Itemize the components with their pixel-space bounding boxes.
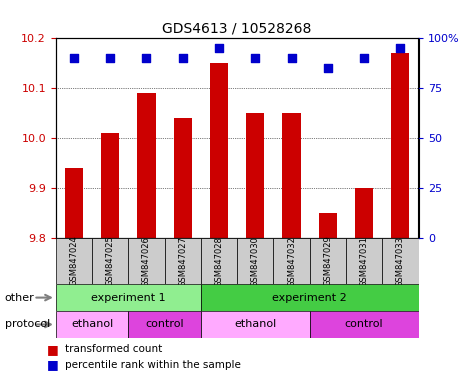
Text: experiment 1: experiment 1 bbox=[91, 293, 166, 303]
FancyBboxPatch shape bbox=[56, 238, 92, 284]
Point bbox=[179, 55, 186, 61]
Text: ethanol: ethanol bbox=[234, 319, 276, 329]
Text: GSM847028: GSM847028 bbox=[214, 236, 224, 286]
Text: experiment 2: experiment 2 bbox=[272, 293, 347, 303]
Bar bbox=[319, 213, 337, 238]
Text: GSM847031: GSM847031 bbox=[359, 236, 369, 286]
Text: protocol: protocol bbox=[5, 319, 50, 329]
FancyBboxPatch shape bbox=[128, 238, 165, 284]
Point bbox=[360, 55, 368, 61]
FancyBboxPatch shape bbox=[237, 238, 273, 284]
FancyBboxPatch shape bbox=[310, 311, 418, 338]
Text: GSM847033: GSM847033 bbox=[396, 236, 405, 286]
Title: GDS4613 / 10528268: GDS4613 / 10528268 bbox=[162, 22, 312, 36]
Point bbox=[324, 65, 332, 71]
FancyBboxPatch shape bbox=[310, 238, 346, 284]
Text: GSM847024: GSM847024 bbox=[69, 236, 79, 286]
Bar bbox=[173, 118, 192, 238]
Bar bbox=[65, 168, 83, 238]
Text: ■: ■ bbox=[46, 343, 58, 356]
Bar bbox=[246, 113, 264, 238]
Text: GSM847030: GSM847030 bbox=[251, 236, 260, 286]
Text: GSM847027: GSM847027 bbox=[178, 236, 187, 286]
Point bbox=[70, 55, 78, 61]
Text: other: other bbox=[5, 293, 34, 303]
Point bbox=[397, 45, 404, 51]
FancyBboxPatch shape bbox=[56, 284, 201, 311]
Point bbox=[288, 55, 295, 61]
Text: ethanol: ethanol bbox=[71, 319, 113, 329]
FancyBboxPatch shape bbox=[201, 238, 237, 284]
FancyBboxPatch shape bbox=[346, 238, 382, 284]
Bar bbox=[137, 93, 155, 238]
Point bbox=[252, 55, 259, 61]
Point bbox=[106, 55, 114, 61]
Bar bbox=[101, 133, 119, 238]
Text: control: control bbox=[145, 319, 184, 329]
Text: control: control bbox=[345, 319, 384, 329]
Text: GSM847025: GSM847025 bbox=[106, 236, 115, 286]
Bar bbox=[282, 113, 300, 238]
FancyBboxPatch shape bbox=[92, 238, 128, 284]
FancyBboxPatch shape bbox=[382, 238, 418, 284]
FancyBboxPatch shape bbox=[273, 238, 310, 284]
Text: GSM847029: GSM847029 bbox=[323, 236, 332, 286]
Bar bbox=[355, 188, 373, 238]
FancyBboxPatch shape bbox=[201, 311, 310, 338]
Bar bbox=[210, 63, 228, 238]
Text: GSM847032: GSM847032 bbox=[287, 236, 296, 286]
FancyBboxPatch shape bbox=[165, 238, 201, 284]
Text: ■: ■ bbox=[46, 358, 58, 371]
Text: transformed count: transformed count bbox=[65, 344, 162, 354]
FancyBboxPatch shape bbox=[128, 311, 201, 338]
Bar bbox=[391, 53, 409, 238]
FancyBboxPatch shape bbox=[56, 311, 128, 338]
Point bbox=[143, 55, 150, 61]
Point bbox=[215, 45, 223, 51]
Text: GSM847026: GSM847026 bbox=[142, 236, 151, 286]
Text: percentile rank within the sample: percentile rank within the sample bbox=[65, 360, 241, 370]
FancyBboxPatch shape bbox=[201, 284, 418, 311]
